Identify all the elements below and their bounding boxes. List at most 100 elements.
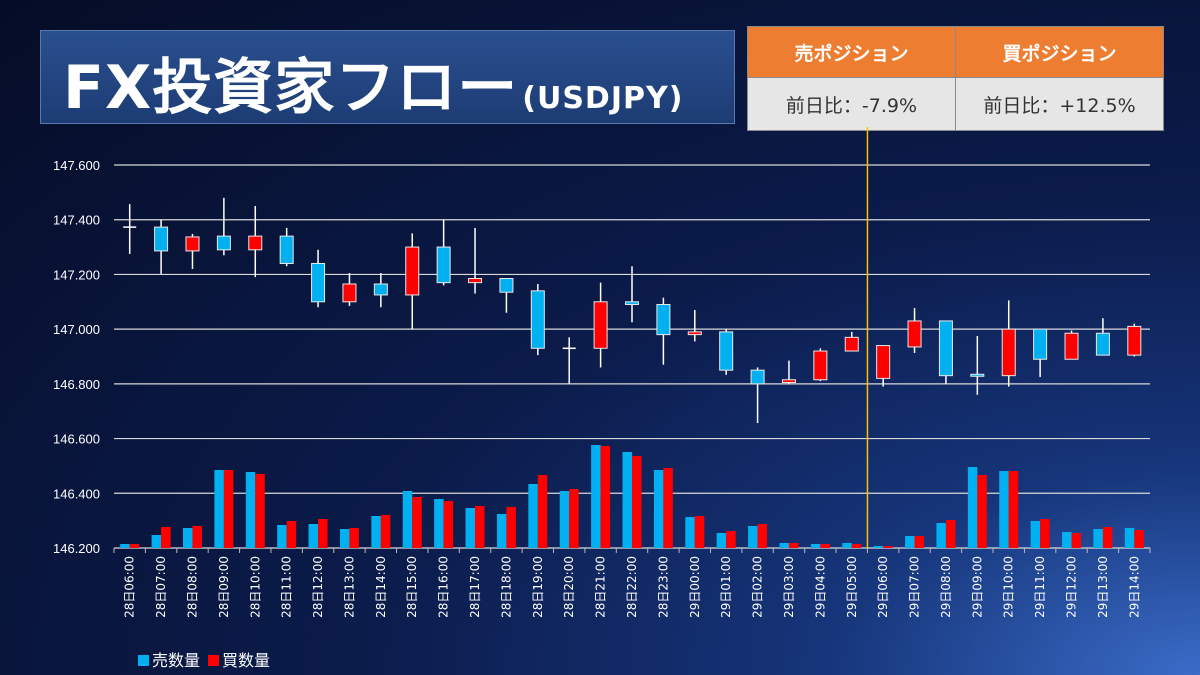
x-tick-label: 28日10:00: [248, 556, 262, 618]
candle-up: [1064, 332, 1079, 360]
y-tick-label: 146.200: [53, 541, 100, 556]
x-tick-label: 28日07:00: [154, 556, 168, 618]
buy-volume-bar: [1134, 530, 1144, 548]
buy-volume-bar: [914, 536, 925, 548]
x-tick-label: 29日02:00: [751, 556, 765, 618]
sell-volume-bar: [685, 517, 695, 548]
x-tick-label: 29日12:00: [1065, 556, 1079, 618]
buy-volume-bar: [569, 489, 579, 548]
sell-volume-bar: [151, 535, 162, 548]
candle-down: [1033, 328, 1048, 360]
x-tick-label: 28日18:00: [499, 556, 513, 618]
x-tick-label: 29日01:00: [719, 556, 733, 618]
legend-label-sell: 売数量: [152, 651, 201, 670]
sell-volume-bar: [1030, 521, 1041, 548]
buy-volume-bar: [255, 474, 265, 548]
sell-volume-bar: [1093, 529, 1103, 548]
candle-up: [593, 301, 608, 349]
candle-down: [436, 246, 451, 284]
x-tick-label: 28日13:00: [342, 556, 356, 618]
candle-up: [405, 246, 420, 296]
candle-down: [311, 262, 326, 303]
title-box: FX投資家フロー (USDJPY): [40, 30, 735, 124]
sell-volume-bar: [371, 516, 381, 548]
buy-volume-bar: [632, 456, 642, 548]
sell-volume-bar: [1062, 532, 1072, 548]
buy-volume-bar: [600, 446, 611, 548]
buy-volume-bar: [443, 501, 454, 548]
sell-volume-bar: [873, 546, 884, 548]
sell-volume-bar: [434, 499, 444, 548]
buy-volume-bar: [1040, 519, 1050, 548]
title-text: FX投資家フロー: [63, 53, 519, 123]
buy-volume-bar: [883, 546, 893, 548]
x-tick-label: 28日12:00: [311, 556, 325, 618]
sell-volume-bar: [559, 491, 570, 548]
buy-volume-bar: [412, 497, 422, 548]
candle-down: [216, 235, 231, 251]
buy-volume-bar: [977, 475, 987, 548]
sell-position-header: 売ポジション: [747, 26, 956, 78]
buy-volume-bar: [788, 543, 799, 548]
buy-volume-bar: [851, 544, 862, 548]
x-tick-label: 28日15:00: [405, 556, 419, 618]
candle-up: [876, 345, 891, 379]
candle-down: [625, 301, 639, 306]
x-tick-label: 29日07:00: [908, 556, 922, 618]
buy-volume-bar: [475, 506, 485, 548]
x-tick-label: 28日16:00: [437, 556, 451, 618]
x-tick-label: 29日06:00: [876, 556, 890, 618]
y-tick-label: 146.400: [53, 486, 100, 501]
sell-volume-bar: [465, 508, 476, 548]
sell-volume-bar: [277, 525, 287, 548]
candle-up: [687, 331, 702, 336]
x-tick-label: 29日13:00: [1096, 556, 1110, 618]
buy-volume-bar: [349, 528, 359, 548]
buy-volume-bar: [1071, 533, 1082, 548]
candle-down: [1095, 332, 1110, 356]
x-tick-label: 28日22:00: [625, 556, 639, 618]
buy-volume-bar: [1102, 527, 1113, 548]
buy-volume-bar: [318, 519, 328, 548]
candle-down: [938, 320, 953, 377]
x-tick-label: 28日06:00: [123, 556, 137, 618]
sell-volume-bar: [842, 543, 852, 548]
buy-volume-bar: [757, 524, 768, 548]
sell-volume-bar: [622, 452, 632, 548]
candle-down: [530, 290, 545, 349]
sell-volume-bar: [591, 445, 601, 548]
y-tick-label: 147.200: [53, 267, 100, 282]
sell-volume-bar: [339, 529, 350, 548]
legend-swatch-sell: [138, 655, 149, 666]
y-tick-label: 146.600: [53, 432, 100, 447]
y-tick-label: 147.000: [53, 322, 100, 337]
buy-volume-bar: [129, 544, 140, 548]
x-tick-label: 28日14:00: [374, 556, 388, 618]
legend-swatch-buy: [208, 655, 220, 666]
candle-up: [185, 236, 200, 252]
candle-up: [781, 379, 796, 383]
x-tick-label: 29日05:00: [845, 556, 859, 618]
x-tick-label: 28日21:00: [594, 556, 608, 618]
x-tick-label: 29日09:00: [970, 556, 984, 618]
x-tick-label: 28日08:00: [185, 556, 199, 618]
sell-volume-bar: [748, 526, 758, 548]
x-tick-label: 29日10:00: [1002, 556, 1016, 618]
legend-item-sell: 売数量: [138, 647, 200, 671]
candle-up: [813, 350, 828, 381]
title-subtitle: (USDJPY): [522, 81, 684, 116]
sell-volume-bar: [308, 524, 319, 548]
legend-label-buy: 買数量: [222, 651, 271, 670]
x-tick-label: 29日14:00: [1127, 556, 1141, 618]
candle-down: [154, 226, 169, 252]
x-tick-label: 28日11:00: [280, 556, 294, 618]
buy-volume-bar: [945, 520, 956, 548]
legend: 売数量 買数量: [138, 647, 270, 671]
candle-up: [907, 320, 922, 348]
x-tick-label: 28日19:00: [531, 556, 545, 618]
y-tick-label: 146.800: [53, 377, 100, 392]
candle-up: [342, 283, 357, 303]
sell-volume-bar: [716, 533, 727, 548]
candle-down: [719, 331, 734, 371]
